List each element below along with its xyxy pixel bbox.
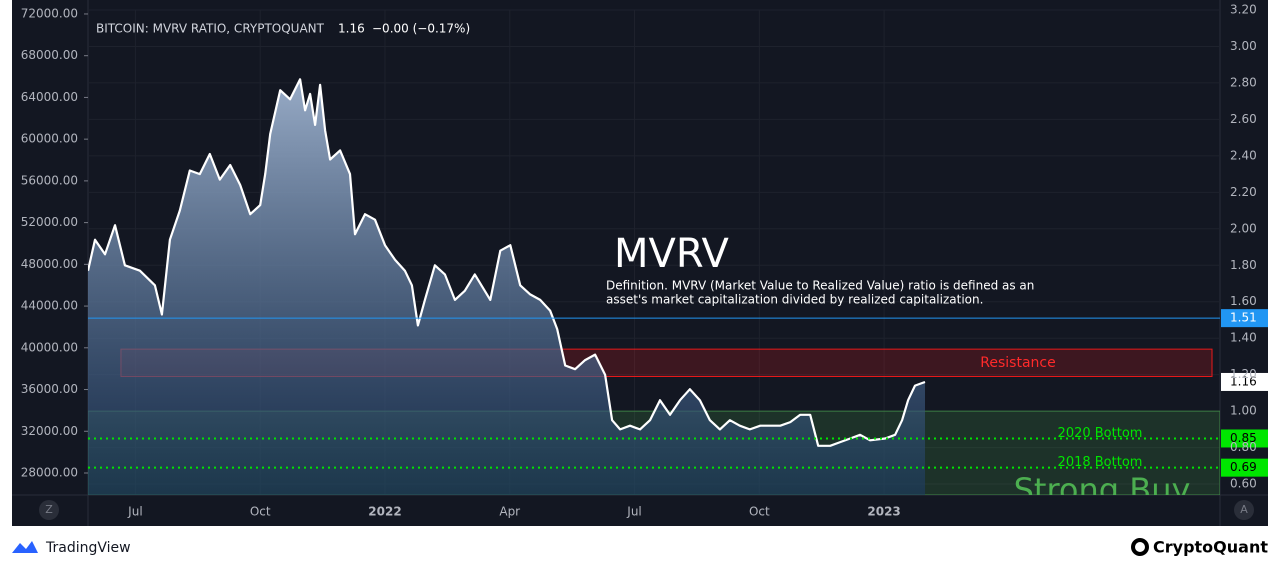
- h-line-label: 2020 Bottom: [1058, 426, 1143, 441]
- y2-tick-label: 36000.00: [21, 382, 78, 396]
- y2-tick-label: 40000.00: [21, 340, 78, 354]
- h-line-label: 2018 Bottom: [1058, 455, 1143, 470]
- y-tick-label: 0.80: [1230, 440, 1257, 454]
- brand-right: CryptoQuant: [1153, 538, 1268, 557]
- y2-tick-label: 52000.00: [21, 215, 78, 229]
- annotation-heading: MVRV: [614, 231, 729, 277]
- y-tick-label: 1.40: [1230, 331, 1257, 345]
- x-tick-label: Oct: [250, 505, 271, 519]
- y2-tick-label: 64000.00: [21, 90, 78, 104]
- price-tag-label: 1.16: [1230, 374, 1257, 388]
- price-tag: [1221, 372, 1268, 391]
- y-tick-label: 3.00: [1230, 39, 1257, 53]
- y2-tick-label: 28000.00: [21, 465, 78, 479]
- price-tag-label: 0.69: [1230, 460, 1257, 474]
- y-tick-label: 3.20: [1230, 3, 1257, 17]
- y2-tick-label: 68000.00: [21, 48, 78, 62]
- x-tick-label: 2023: [867, 505, 900, 519]
- button-label[interactable]: A: [1240, 503, 1248, 516]
- area: [88, 79, 926, 495]
- y-tick-label: 1.80: [1230, 258, 1257, 272]
- annotation-text: asset's market capitalization divided by…: [606, 293, 983, 307]
- last-value: 1.16: [338, 22, 365, 36]
- y-tick-label: 2.80: [1230, 75, 1257, 89]
- button-label[interactable]: Z: [45, 503, 53, 516]
- y2-tick-label: 32000.00: [21, 424, 78, 438]
- x-tick-label: Jul: [626, 505, 641, 519]
- y2-tick-label: 44000.00: [21, 299, 78, 313]
- zone-label: Strong Buy: [1014, 471, 1191, 509]
- y-tick-label: 2.00: [1230, 221, 1257, 235]
- price-tag-label: 0.85: [1230, 431, 1257, 445]
- y-tick-label: 2.40: [1230, 148, 1257, 162]
- change: −0.00 (−0.17%): [372, 22, 470, 36]
- button[interactable]: [1234, 500, 1254, 520]
- y2-tick-label: 48000.00: [21, 257, 78, 271]
- y2-tick-label: 60000.00: [21, 132, 78, 146]
- line: [88, 78, 926, 447]
- y2-tick-label: 72000.00: [21, 6, 78, 20]
- button[interactable]: [39, 500, 59, 520]
- price-tag-label: 1.51: [1230, 311, 1257, 325]
- x-tick-label: Jul: [127, 505, 142, 519]
- y-tick-label: 2.20: [1230, 185, 1257, 199]
- y-tick-label: 2.60: [1230, 112, 1257, 126]
- brand-logo: [12, 541, 38, 553]
- brand-logo: [1131, 538, 1149, 556]
- price-tag: [1221, 309, 1268, 328]
- y-tick-label: 1.60: [1230, 294, 1257, 308]
- y-tick-label: 1.20: [1230, 367, 1257, 381]
- x-tick-label: Apr: [499, 505, 520, 519]
- y-tick-label: 0.60: [1230, 477, 1257, 491]
- x-tick-label: Oct: [749, 505, 770, 519]
- price-tag: [1221, 429, 1268, 448]
- y2-tick-label: 56000.00: [21, 173, 78, 187]
- annotation-text: Definition. MVRV (Market Value to Realiz…: [606, 279, 1034, 293]
- zone-label: Resistance: [980, 355, 1055, 371]
- chart-title: BITCOIN: MVRV RATIO, CRYPTOQUANT: [96, 22, 325, 36]
- brand-left: TradingView: [45, 540, 131, 556]
- x-tick-label: 2022: [368, 505, 401, 519]
- y-tick-label: 1.00: [1230, 404, 1257, 418]
- price-tag: [1221, 458, 1268, 477]
